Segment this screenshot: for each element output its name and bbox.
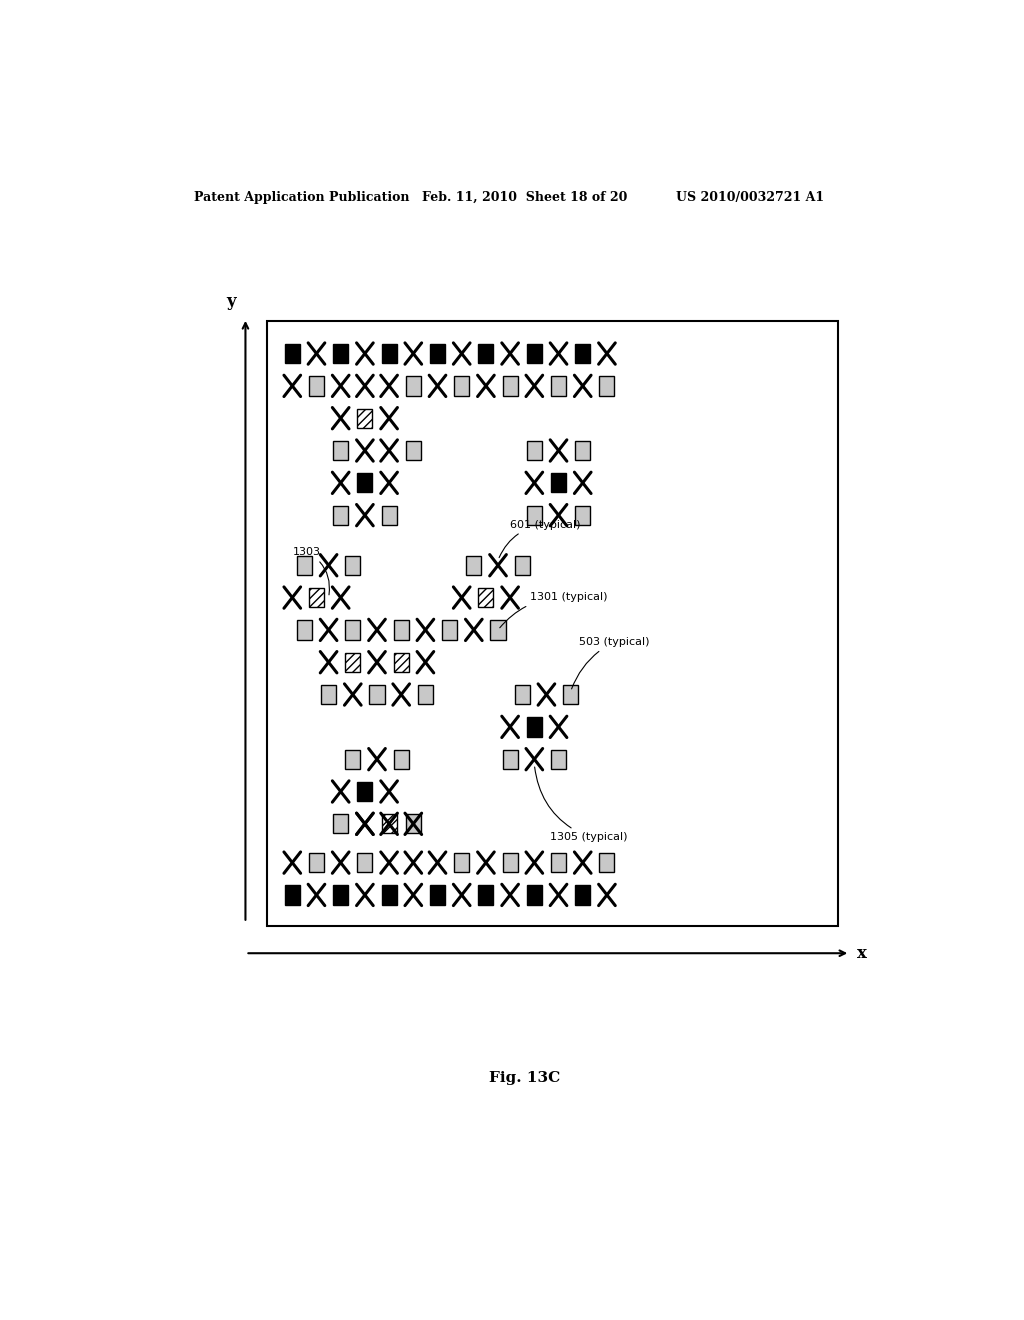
Bar	[309, 376, 324, 396]
Bar	[345, 620, 360, 640]
Bar	[382, 814, 396, 833]
Bar	[526, 506, 542, 525]
Bar	[382, 886, 396, 904]
Bar	[406, 814, 421, 833]
Bar	[599, 376, 614, 396]
Bar	[526, 886, 542, 904]
Bar	[430, 886, 445, 904]
Bar	[551, 853, 566, 873]
Bar	[455, 853, 469, 873]
Bar	[515, 685, 529, 704]
Bar	[478, 587, 494, 607]
Bar	[406, 441, 421, 461]
Bar	[406, 376, 421, 396]
Bar	[309, 587, 324, 607]
Bar	[515, 556, 529, 576]
Bar	[575, 441, 590, 461]
Text: Patent Application Publication: Patent Application Publication	[194, 190, 410, 203]
Bar	[285, 886, 300, 904]
Bar	[503, 376, 518, 396]
Bar	[382, 506, 396, 525]
Bar	[357, 853, 373, 873]
Bar	[551, 473, 566, 492]
Bar	[599, 853, 614, 873]
Bar	[575, 345, 590, 363]
Bar	[503, 750, 518, 768]
Bar	[551, 750, 566, 768]
Bar	[333, 441, 348, 461]
Bar	[267, 321, 839, 925]
Text: Fig. 13C: Fig. 13C	[489, 1072, 560, 1085]
Bar	[322, 685, 336, 704]
Bar	[382, 345, 396, 363]
Bar	[478, 345, 494, 363]
Bar	[345, 652, 360, 672]
Bar	[357, 408, 373, 428]
Bar	[309, 853, 324, 873]
Text: 1305 (typical): 1305 (typical)	[535, 767, 628, 842]
Bar	[526, 717, 542, 737]
Text: 1303: 1303	[293, 546, 330, 595]
Bar	[526, 441, 542, 461]
Text: US 2010/0032721 A1: US 2010/0032721 A1	[676, 190, 823, 203]
Bar	[466, 556, 481, 576]
Bar	[503, 853, 518, 873]
Bar	[333, 814, 348, 833]
Bar	[333, 886, 348, 904]
Text: Feb. 11, 2010  Sheet 18 of 20: Feb. 11, 2010 Sheet 18 of 20	[422, 190, 627, 203]
Bar	[297, 556, 312, 576]
Bar	[333, 506, 348, 525]
Bar	[575, 506, 590, 525]
Bar	[490, 620, 506, 640]
Bar	[370, 685, 385, 704]
Bar	[357, 781, 373, 801]
Bar	[393, 620, 409, 640]
Bar	[345, 556, 360, 576]
Bar	[345, 750, 360, 768]
Bar	[333, 345, 348, 363]
Bar	[551, 376, 566, 396]
Bar	[526, 345, 542, 363]
Text: x: x	[856, 945, 866, 962]
Text: 601 (typical): 601 (typical)	[499, 520, 581, 557]
Bar	[478, 886, 494, 904]
Bar	[285, 345, 300, 363]
Text: 1301 (typical): 1301 (typical)	[500, 593, 607, 628]
Text: y: y	[226, 293, 236, 310]
Bar	[575, 886, 590, 904]
Bar	[393, 750, 409, 768]
Bar	[357, 473, 373, 492]
Bar	[563, 685, 579, 704]
Bar	[297, 620, 312, 640]
Bar	[430, 345, 445, 363]
Bar	[442, 620, 457, 640]
Text: 503 (typical): 503 (typical)	[571, 638, 649, 689]
Bar	[418, 685, 433, 704]
Bar	[393, 652, 409, 672]
Bar	[455, 376, 469, 396]
